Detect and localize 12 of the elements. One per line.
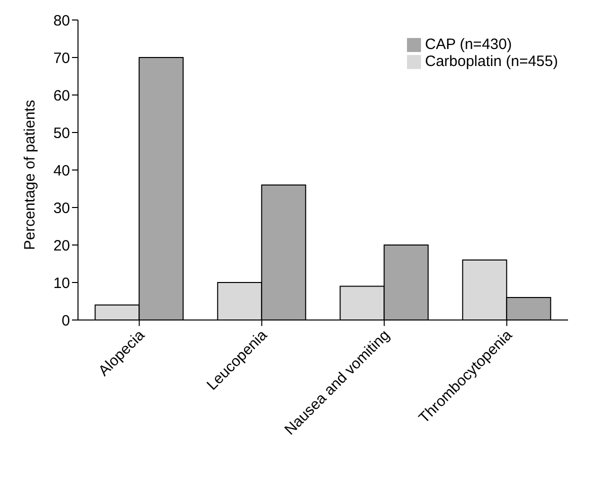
y-tick-label: 0	[62, 312, 70, 330]
y-tick-label: 10	[53, 274, 70, 292]
y-tick-label: 60	[53, 87, 70, 104]
y-tick-label: 50	[53, 124, 70, 142]
y-tick-label: 40	[53, 162, 70, 180]
y-tick-label: 30	[53, 200, 70, 217]
y-tick-label: 20	[53, 237, 70, 254]
y-tick-label: 80	[53, 12, 70, 30]
legend-label: Carboplatin (n=455)	[424, 53, 558, 70]
y-axis-title: Percentage of patients	[21, 100, 38, 250]
y-tick-label: 70	[53, 50, 70, 67]
legend-label: CAP (n=430)	[424, 36, 512, 53]
